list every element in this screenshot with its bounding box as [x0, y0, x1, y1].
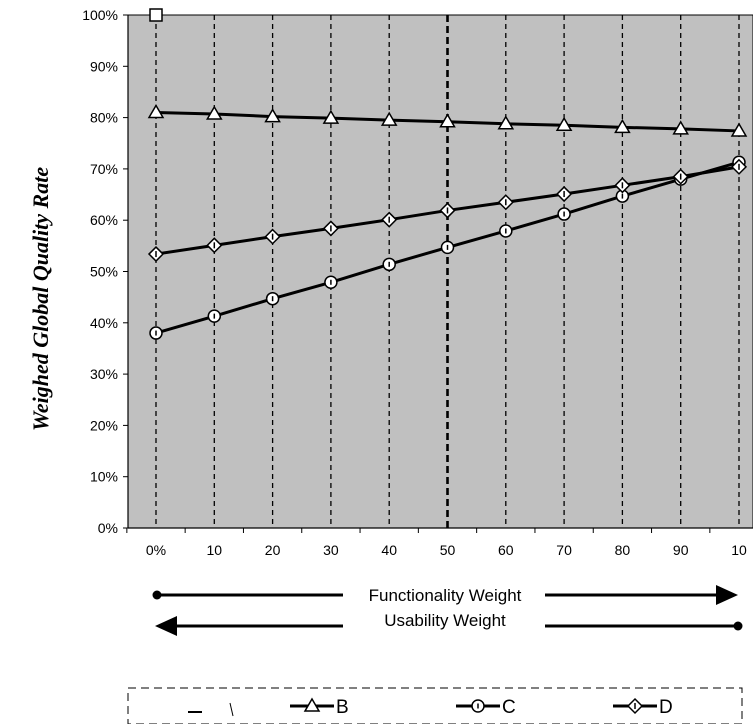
data-point [499, 224, 513, 238]
data-point [381, 211, 398, 228]
data-point [206, 237, 223, 254]
x-tick-label: 70 [556, 542, 572, 558]
data-point [149, 8, 163, 22]
y-tick-label: 30% [90, 366, 118, 382]
data-point [149, 326, 163, 340]
x-tick-label: 20 [265, 542, 281, 558]
legend-item-c: C [456, 697, 516, 718]
data-point [322, 220, 339, 237]
data-point [557, 207, 571, 221]
data-point [555, 116, 573, 132]
functionality-arrow: Functionality Weight [152, 585, 738, 605]
y-axis-label: Weighed Global Quality Rate [28, 167, 53, 431]
data-point [205, 105, 223, 120]
y-tick-label: 0% [98, 520, 118, 536]
y-tick-label: 80% [90, 110, 118, 126]
legend-a-fragment [229, 702, 234, 717]
legend-item-b: B [290, 697, 349, 718]
data-point [730, 122, 748, 137]
legend-label: B [336, 697, 349, 718]
usability-arrow: Usability Weight [155, 611, 743, 636]
x-tick-label: 0% [146, 542, 166, 558]
y-tick-label: 70% [90, 161, 118, 177]
data-point [497, 115, 515, 130]
usability-weight-label: Usability Weight [384, 611, 506, 630]
x-tick-label: 10 [207, 542, 223, 558]
plot-background [127, 14, 753, 529]
legend-label: C [502, 697, 516, 718]
series-b [147, 103, 748, 137]
y-tick-label: 40% [90, 315, 118, 331]
data-point [556, 185, 573, 203]
data-point [614, 177, 631, 194]
y-axis-ticks: 0% 10% 20% 30% 40% 50% 60% 70% 80% 90% 100% [82, 7, 128, 536]
data-point [672, 168, 689, 185]
x-axis-ticks: 0% 10 20 30 40 50 60 70 80 90 10 [126, 528, 747, 558]
functionality-weight-label: Functionality Weight [369, 586, 522, 605]
x-tick-label: 50 [440, 542, 456, 558]
data-point [324, 275, 338, 290]
data-point [264, 108, 281, 123]
data-point [382, 257, 396, 272]
series-a [149, 8, 163, 22]
y-tick-label: 20% [90, 417, 118, 433]
x-tick-label: 30 [323, 542, 339, 558]
data-point [265, 291, 280, 306]
y-tick-label: 100% [82, 7, 118, 23]
legend-item-d: D [613, 697, 673, 718]
y-tick-label: 90% [90, 58, 118, 74]
x-tick-label: 90 [673, 542, 689, 558]
legend: B C D [188, 697, 673, 718]
series-c [149, 155, 746, 340]
legend-marker [626, 697, 644, 715]
plot-area [127, 8, 753, 529]
data-point [439, 113, 456, 128]
legend-marker [303, 697, 321, 712]
x-tick-label: 40 [381, 542, 397, 558]
data-point [730, 158, 748, 175]
data-point [322, 109, 340, 124]
data-point [672, 120, 690, 135]
data-point [147, 103, 165, 119]
y-tick-label: 10% [90, 469, 118, 485]
data-point [380, 111, 398, 126]
data-point [207, 309, 222, 323]
legend-marker [471, 699, 485, 713]
data-point [614, 118, 631, 134]
x-tick-label: 10 [731, 542, 747, 558]
data-point [147, 245, 165, 263]
data-point [439, 202, 456, 219]
x-tick-label: 80 [615, 542, 631, 558]
x-tick-label: 60 [498, 542, 514, 558]
series-d [147, 158, 748, 263]
data-point [440, 240, 455, 255]
y-tick-label: 50% [90, 264, 118, 280]
legend-label: D [659, 697, 673, 718]
data-point [497, 194, 514, 211]
data-point [264, 228, 281, 245]
y-tick-label: 60% [90, 212, 118, 228]
